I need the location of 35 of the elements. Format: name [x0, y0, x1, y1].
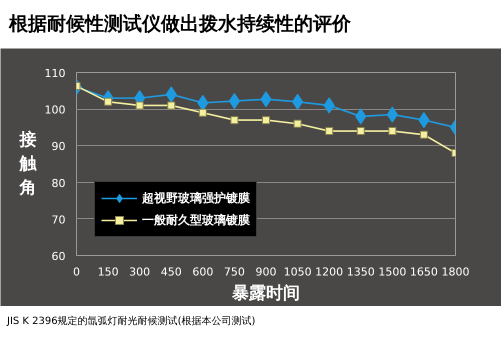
y-tick-label: 90	[52, 140, 66, 154]
y-tick-label: 110	[44, 67, 66, 80]
point	[356, 127, 365, 136]
point	[136, 101, 144, 110]
point	[262, 116, 270, 124]
point	[388, 127, 396, 136]
x-tick-label: 900	[256, 266, 276, 278]
x-tick-label: 600	[192, 266, 214, 278]
point	[198, 108, 207, 117]
x-tick-label: 1200	[315, 266, 344, 278]
y-tick-label: 60	[52, 250, 66, 263]
x-tick-label: 300	[129, 266, 150, 278]
x-tick-label: 450	[160, 266, 182, 278]
point	[294, 120, 302, 128]
y-tick-label: 80	[52, 176, 66, 190]
x-tick-label: 1800	[442, 266, 470, 278]
point	[167, 101, 176, 110]
x-tick-label: 750	[224, 266, 245, 278]
y-tick-label: 70	[52, 213, 66, 226]
chart-title: 根据耐候性测试仪做出拨水持续性的评价	[9, 12, 351, 37]
point	[325, 127, 334, 136]
x-tick-label: 0	[73, 266, 80, 278]
x-axis-title: 暴露时间	[231, 284, 300, 304]
text: JIS K 2396规定的氙弧灯耐光耐候测试(根据本公司测试)	[7, 315, 256, 329]
x-tick-label: 1050	[284, 266, 312, 278]
point	[420, 130, 428, 139]
y-axis-title: 接触角	[18, 130, 38, 198]
x-tick-label: 1350	[346, 266, 375, 278]
point	[230, 116, 238, 124]
x-tick-label: 150	[98, 266, 119, 278]
y-tick-label: 100	[44, 104, 66, 117]
x-tick-label: 1650	[410, 266, 438, 278]
legend-label: 一般耐久型玻璃镀膜	[142, 212, 250, 228]
legend-label: 超视野玻璃强护镀膜	[142, 190, 250, 206]
x-tick-label: 1500	[378, 266, 406, 278]
